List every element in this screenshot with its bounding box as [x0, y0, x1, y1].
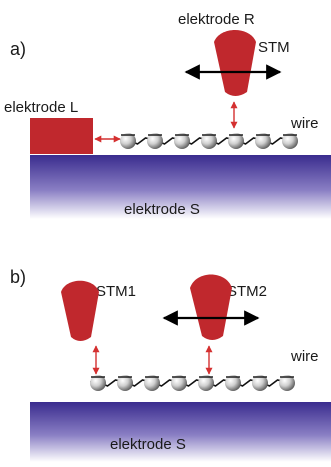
wire-label-a: wire [290, 115, 319, 132]
wire-b-atom [117, 375, 133, 391]
electrode-r-label: elektrode R [178, 11, 255, 28]
wire-a-atom [147, 133, 163, 149]
wire-b-atom [279, 375, 295, 391]
wire-b-atom [252, 375, 268, 391]
wire-a-atom [201, 133, 217, 149]
electrode-l-label: elektrode L [4, 99, 78, 116]
wire-a-atom [255, 133, 271, 149]
electrode-l-block [30, 118, 93, 154]
panel-a: a) elektrode R STM elektrode L wire elek… [4, 11, 331, 219]
molecular-wire-b [90, 375, 295, 391]
stm-label: STM [258, 39, 290, 56]
stm2-label: STM2 [227, 283, 267, 300]
stm1-label: STM1 [96, 283, 136, 300]
wire-b-atom [198, 375, 214, 391]
molecular-wire-a [120, 133, 298, 149]
substrate-a-label: elektrode S [124, 201, 200, 218]
stm2-tip [190, 274, 232, 340]
wire-a-atom [120, 133, 136, 149]
substrate-a [30, 155, 331, 219]
wire-b-atom [171, 375, 187, 391]
stm-tip-r [214, 30, 256, 96]
wire-a-atom [282, 133, 298, 149]
wire-b-atom [144, 375, 160, 391]
substrate-b [30, 402, 331, 462]
panel-b-label: b) [10, 267, 26, 287]
panel-b: b) STM1 STM2 wire elektrode S [10, 267, 331, 462]
wire-a-atom [228, 133, 244, 149]
panel-a-label: a) [10, 39, 26, 59]
wire-label-b: wire [290, 348, 319, 365]
wire-a-atom [174, 133, 190, 149]
wire-b-atom [90, 375, 106, 391]
substrate-b-label: elektrode S [110, 436, 186, 453]
stm1-tip [61, 280, 99, 341]
wire-b-atom [225, 375, 241, 391]
